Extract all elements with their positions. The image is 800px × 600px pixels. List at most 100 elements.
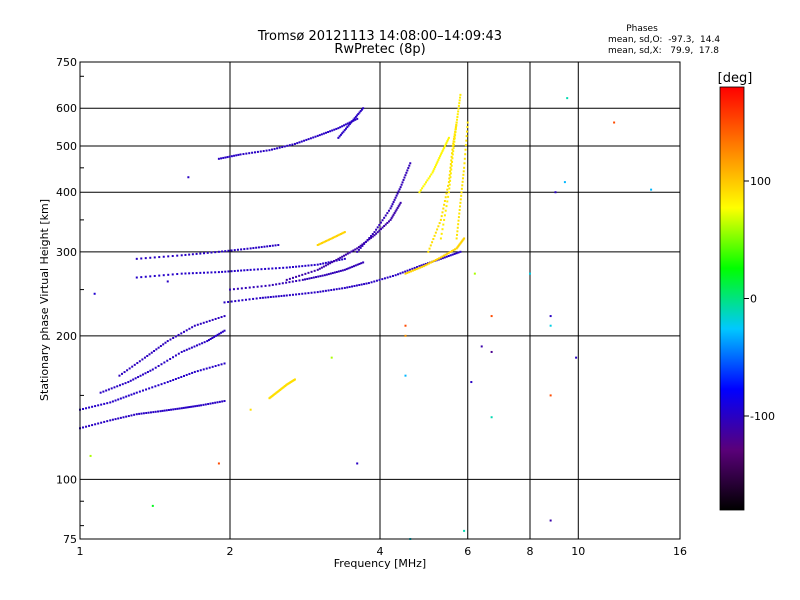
data-point bbox=[462, 177, 464, 180]
data-point bbox=[458, 99, 461, 102]
data-point bbox=[330, 237, 333, 240]
data-point bbox=[466, 130, 469, 133]
data-point bbox=[461, 180, 464, 183]
data-point bbox=[356, 114, 359, 117]
data-point bbox=[435, 162, 438, 165]
data-point bbox=[384, 223, 387, 226]
data-point bbox=[354, 264, 357, 267]
data-point bbox=[314, 135, 317, 138]
data-point bbox=[313, 269, 316, 272]
data-point bbox=[434, 231, 437, 234]
data-point bbox=[188, 347, 191, 350]
data-point bbox=[324, 264, 327, 267]
data-point bbox=[171, 273, 174, 276]
data-point bbox=[233, 154, 236, 157]
data-point bbox=[145, 388, 148, 391]
data-point bbox=[148, 353, 151, 356]
data-point bbox=[352, 265, 355, 268]
data-point bbox=[447, 181, 450, 184]
data-point bbox=[298, 279, 301, 282]
data-point bbox=[404, 374, 407, 377]
data-point bbox=[443, 214, 446, 217]
data-point bbox=[393, 198, 396, 201]
data-point bbox=[298, 274, 301, 277]
data-point bbox=[549, 519, 552, 522]
data-point bbox=[462, 173, 465, 176]
data-point bbox=[459, 93, 462, 96]
data-point bbox=[264, 267, 267, 270]
data-point bbox=[291, 280, 294, 283]
data-point bbox=[438, 257, 441, 260]
data-point bbox=[171, 255, 174, 258]
data-point bbox=[398, 203, 401, 206]
chart-subtitle: RwPretec (8p) bbox=[334, 42, 425, 57]
data-point bbox=[370, 235, 373, 238]
data-point bbox=[209, 402, 212, 405]
data-points bbox=[79, 93, 653, 540]
x-tick-label: 6 bbox=[464, 545, 471, 558]
data-point bbox=[276, 147, 279, 150]
data-point bbox=[135, 276, 138, 279]
data-point bbox=[249, 408, 252, 411]
axis-ticks: 1 2 4 6 8 10 16 75 100 200 300 400 500 600 750 bbox=[56, 56, 687, 558]
data-point bbox=[432, 169, 435, 172]
data-point bbox=[149, 369, 152, 372]
data-point bbox=[199, 252, 202, 255]
data-point bbox=[459, 96, 462, 99]
data-point bbox=[206, 271, 209, 274]
data-point bbox=[135, 391, 138, 394]
grid-lines bbox=[80, 62, 680, 539]
data-point bbox=[217, 250, 220, 253]
data-point bbox=[392, 200, 395, 203]
data-point bbox=[458, 212, 461, 215]
data-point bbox=[211, 402, 214, 405]
data-point bbox=[344, 253, 347, 256]
data-point bbox=[348, 285, 351, 288]
data-point bbox=[185, 348, 188, 351]
data-point bbox=[371, 233, 374, 236]
data-point bbox=[341, 269, 344, 272]
data-point bbox=[301, 278, 304, 281]
data-point bbox=[375, 228, 378, 231]
data-point bbox=[339, 126, 342, 129]
data-point bbox=[373, 234, 376, 237]
data-point bbox=[191, 326, 194, 329]
data-point bbox=[154, 385, 157, 388]
data-point bbox=[192, 405, 195, 408]
data-point bbox=[352, 249, 355, 252]
data-point bbox=[448, 173, 451, 176]
data-point bbox=[140, 412, 143, 415]
data-point bbox=[274, 244, 277, 247]
y-tick-label: 300 bbox=[56, 246, 77, 259]
data-point bbox=[343, 254, 346, 257]
data-point bbox=[245, 152, 248, 155]
data-point bbox=[342, 231, 345, 234]
data-point bbox=[217, 157, 220, 160]
data-point bbox=[237, 299, 240, 302]
data-point bbox=[203, 341, 206, 344]
data-point bbox=[320, 133, 323, 136]
data-point bbox=[139, 374, 142, 377]
data-point bbox=[312, 276, 315, 279]
data-point bbox=[122, 416, 125, 419]
data-point bbox=[365, 282, 368, 285]
data-point bbox=[166, 340, 169, 343]
data-point bbox=[343, 129, 346, 132]
data-point bbox=[236, 287, 239, 290]
data-point bbox=[347, 267, 350, 270]
y-tick-label: 100 bbox=[56, 473, 77, 486]
data-point bbox=[174, 335, 177, 338]
data-point bbox=[178, 407, 181, 410]
data-point bbox=[304, 292, 307, 295]
data-point bbox=[201, 342, 204, 345]
data-point bbox=[353, 117, 356, 120]
data-point bbox=[103, 420, 106, 423]
data-point bbox=[358, 262, 361, 265]
data-point bbox=[109, 419, 112, 422]
data-point bbox=[277, 295, 280, 298]
data-point bbox=[256, 285, 259, 288]
data-point bbox=[458, 102, 461, 105]
data-point bbox=[431, 241, 434, 244]
colorbar-ticks: 100 0 -100 bbox=[744, 175, 775, 423]
data-point bbox=[82, 426, 85, 429]
